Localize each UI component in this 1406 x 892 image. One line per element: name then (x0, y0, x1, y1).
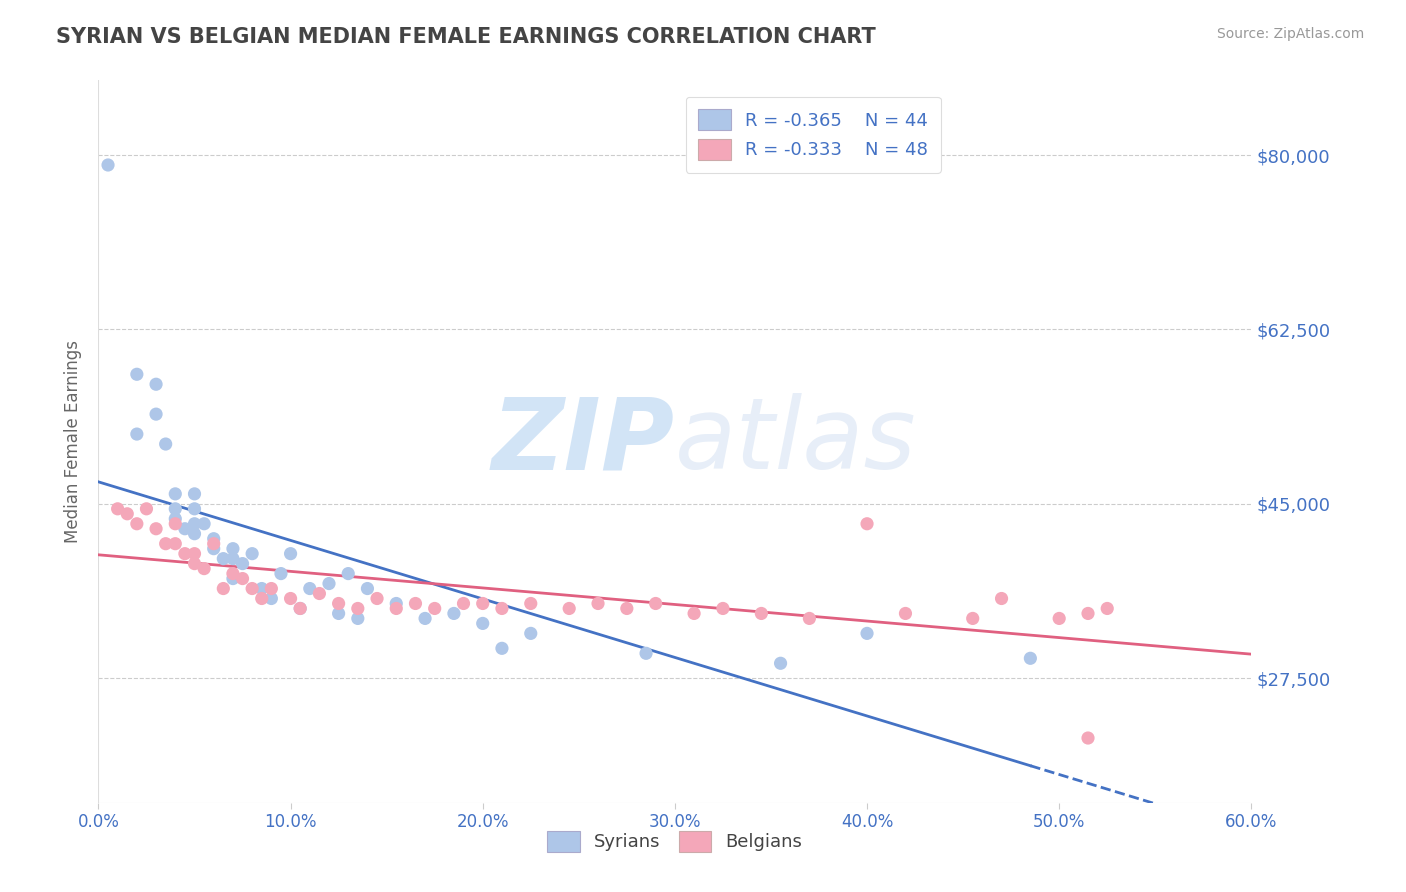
Point (894, 607, 917, 621)
Y-axis label: Median Female Earnings: Median Female Earnings (65, 340, 83, 543)
Point (990, 591, 1012, 606)
Point (240, 547, 263, 561)
Point (212, 582, 235, 596)
Point (165, 487, 187, 501)
Point (385, 601, 408, 615)
Point (145, 377, 167, 392)
Point (260, 582, 283, 596)
Point (165, 537, 187, 551)
Point (165, 501, 187, 516)
Point (125, 427, 148, 442)
Point (1097, 601, 1119, 615)
Point (183, 526, 205, 541)
Point (240, 582, 263, 596)
Text: SYRIAN VS BELGIAN MEDIAN FEMALE EARNINGS CORRELATION CHART: SYRIAN VS BELGIAN MEDIAN FEMALE EARNINGS… (56, 27, 876, 46)
Point (1077, 607, 1099, 621)
Point (586, 597, 609, 611)
Point (1077, 731, 1099, 745)
Point (328, 607, 350, 621)
Point (145, 407, 167, 421)
Point (423, 601, 446, 615)
Point (183, 516, 205, 531)
Point (520, 597, 543, 611)
Point (356, 582, 378, 596)
Point (328, 597, 350, 611)
Point (183, 557, 205, 571)
Point (270, 566, 292, 581)
Point (298, 582, 321, 596)
Point (711, 601, 734, 615)
Point (183, 501, 205, 516)
Point (155, 437, 177, 451)
Point (636, 646, 658, 660)
Point (231, 572, 254, 586)
Point (962, 611, 984, 625)
Point (165, 512, 187, 526)
Point (471, 597, 494, 611)
Point (471, 616, 494, 631)
Point (366, 591, 388, 606)
Point (769, 657, 792, 671)
Point (202, 532, 225, 546)
Point (290, 601, 312, 615)
Point (1019, 651, 1042, 665)
Point (308, 586, 330, 600)
Point (644, 597, 666, 611)
Point (183, 547, 205, 561)
Text: Source: ZipAtlas.com: Source: ZipAtlas.com (1216, 27, 1364, 41)
Point (183, 487, 205, 501)
Point (165, 516, 187, 531)
Point (135, 501, 157, 516)
Point (260, 591, 283, 606)
Point (443, 607, 465, 621)
Point (107, 501, 129, 516)
Text: ZIP: ZIP (492, 393, 675, 490)
Point (212, 551, 235, 566)
Point (413, 611, 436, 625)
Point (222, 551, 245, 566)
Point (145, 522, 167, 536)
Point (125, 368, 148, 382)
Point (616, 601, 638, 615)
Point (280, 591, 302, 606)
Point (174, 522, 197, 536)
Point (250, 591, 273, 606)
Point (222, 566, 245, 581)
Point (97, 158, 120, 172)
Point (856, 516, 879, 531)
Point (125, 516, 148, 531)
Point (174, 547, 197, 561)
Point (491, 641, 513, 656)
Point (856, 626, 879, 640)
Point (117, 507, 139, 521)
Point (520, 626, 543, 640)
Point (193, 516, 215, 531)
Point (347, 601, 370, 615)
Point (558, 601, 581, 615)
Point (155, 537, 177, 551)
Point (347, 611, 370, 625)
Point (751, 607, 773, 621)
Point (231, 557, 254, 571)
Point (453, 597, 475, 611)
Point (385, 597, 408, 611)
Point (491, 601, 513, 615)
Point (337, 566, 360, 581)
Point (683, 607, 706, 621)
Point (405, 597, 427, 611)
Point (202, 537, 225, 551)
Point (250, 582, 273, 596)
Point (799, 611, 821, 625)
Point (280, 547, 302, 561)
Point (202, 541, 225, 556)
Point (318, 576, 340, 591)
Point (290, 601, 312, 615)
Point (1047, 611, 1070, 625)
Text: atlas: atlas (675, 393, 917, 490)
Legend: Syrians, Belgians: Syrians, Belgians (540, 823, 810, 859)
Point (193, 561, 215, 575)
Point (222, 541, 245, 556)
Point (222, 572, 245, 586)
